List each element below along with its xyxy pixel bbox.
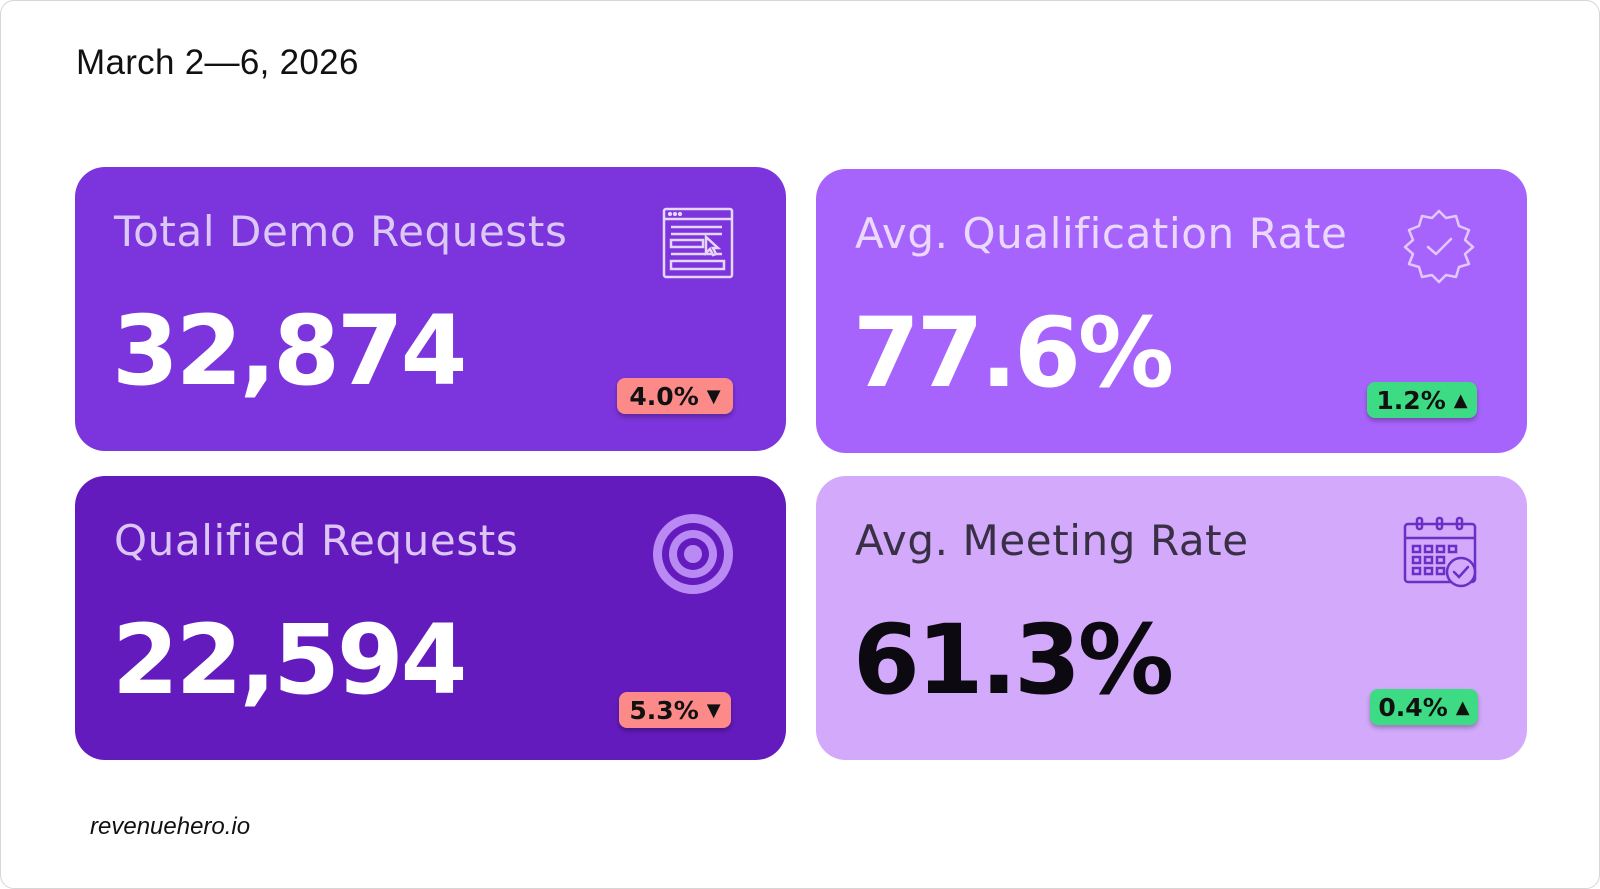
card-avg-meeting-rate: Avg. Meeting Rate 61.3% 0.4% ▲	[816, 476, 1527, 760]
brand-watermark: revenuehero.io	[90, 813, 251, 840]
card-label: Avg. Qualification Rate	[855, 209, 1348, 258]
target-icon	[652, 513, 734, 600]
card-value: 77.6%	[853, 297, 1174, 409]
change-percent: 0.4%	[1378, 692, 1448, 722]
up-arrow-icon: ▲	[1455, 696, 1470, 718]
card-value: 61.3%	[853, 604, 1174, 716]
change-badge-up: 1.2% ▲	[1367, 382, 1477, 418]
card-label: Total Demo Requests	[114, 207, 568, 256]
down-arrow-icon: ▼	[706, 699, 721, 721]
change-badge-down: 4.0% ▼	[617, 378, 733, 414]
date-range: March 2—6, 2026	[76, 43, 359, 82]
change-percent: 5.3%	[629, 695, 699, 725]
card-value: 32,874	[112, 295, 467, 407]
change-percent: 4.0%	[629, 381, 699, 411]
change-badge-up: 0.4% ▲	[1370, 689, 1478, 725]
card-qualified-requests: Qualified Requests 22,594 5.3% ▼	[75, 476, 786, 760]
card-total-demo-requests: Total Demo Requests 32,874 4.0% ▼	[75, 167, 786, 451]
card-label: Avg. Meeting Rate	[855, 516, 1249, 565]
verified-badge-icon	[1399, 207, 1479, 290]
card-value: 22,594	[112, 604, 467, 716]
change-percent: 1.2%	[1376, 385, 1446, 415]
form-cursor-icon	[662, 207, 734, 284]
card-avg-qualification-rate: Avg. Qualification Rate 77.6% 1.2% ▲	[816, 169, 1527, 453]
calendar-check-icon	[1403, 516, 1479, 595]
up-arrow-icon: ▲	[1453, 389, 1468, 411]
change-badge-down: 5.3% ▼	[619, 692, 731, 728]
card-label: Qualified Requests	[114, 516, 519, 565]
down-arrow-icon: ▼	[706, 385, 721, 407]
